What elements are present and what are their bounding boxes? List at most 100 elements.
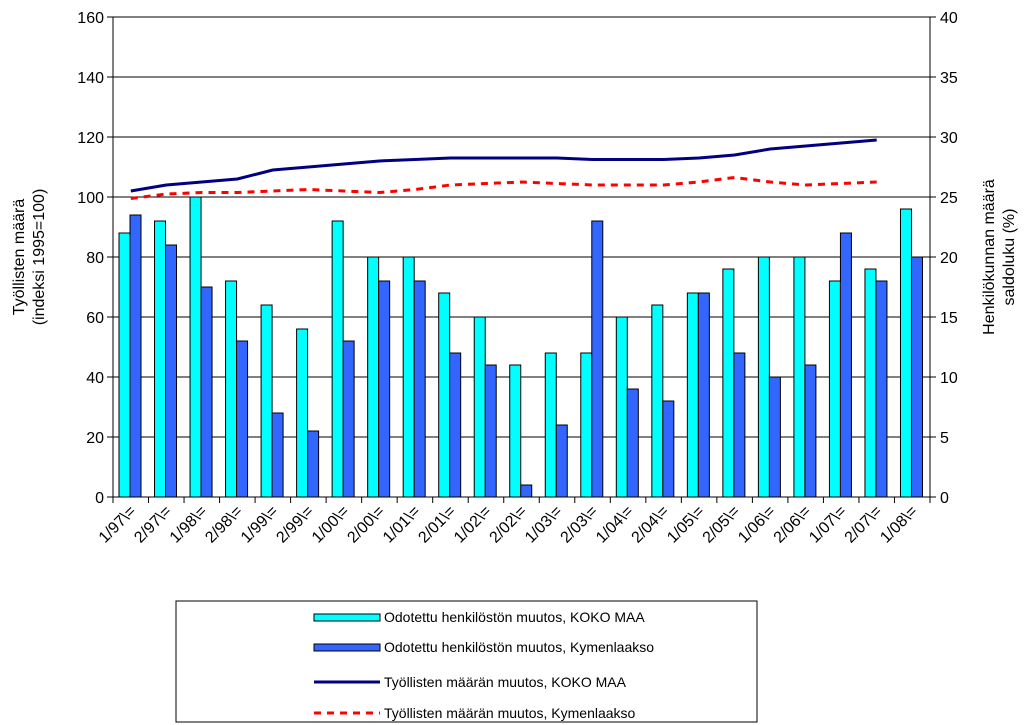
left-tick-label: 160 — [77, 10, 104, 27]
right-axis-tick-labels: 0 5 10 15 20 25 30 35 40 — [940, 10, 958, 507]
bar-koko-maa — [402, 256, 415, 498]
bar-koko-maa — [225, 280, 238, 498]
bar-kymenlaakso — [413, 280, 426, 498]
bar-kymenlaakso — [591, 220, 604, 498]
bar-kymenlaakso — [307, 430, 320, 498]
x-tick-label: 2/01\= — [415, 503, 459, 547]
bar-series — [118, 196, 923, 498]
bar-koko-maa — [615, 316, 628, 498]
legend-label-kymenlaakso-bar: Odotettu henkilöstön muutos, Kymenlaakso — [384, 639, 654, 655]
bar-kymenlaakso — [236, 340, 249, 498]
bar-koko-maa — [757, 256, 770, 498]
bar-kymenlaakso — [733, 352, 746, 498]
x-tick-label: 1/08\= — [877, 503, 921, 547]
bar-koko-maa — [828, 280, 841, 498]
right-axis-title-line1: Henkilökunnan määrä — [981, 179, 998, 335]
right-tick-label: 25 — [940, 190, 958, 207]
left-tick-label: 140 — [77, 70, 104, 87]
x-tick-label: 2/97\= — [131, 503, 175, 547]
right-tick-label: 40 — [940, 10, 958, 27]
x-tick-label: 1/04\= — [593, 503, 637, 547]
bar-koko-maa — [544, 352, 557, 498]
right-axis-title-line2: saldoluku (%) — [1001, 209, 1018, 306]
bar-kymenlaakso — [378, 280, 391, 498]
legend-swatch-koko-maa-bar — [313, 613, 381, 622]
right-tick-label: 35 — [940, 70, 958, 87]
bar-kymenlaakso — [129, 214, 142, 498]
legend-label-koko-maa-bar: Odotettu henkilöstön muutos, KOKO MAA — [384, 609, 645, 625]
left-tick-label: 0 — [95, 490, 104, 507]
line-kymenlaakso — [130, 176, 877, 200]
left-axis-tick-labels: 0 20 40 60 80 100 120 140 160 — [77, 10, 104, 507]
x-tick-label: 2/07\= — [842, 503, 886, 547]
bar-kymenlaakso — [200, 286, 213, 498]
x-tick-label: 1/01\= — [380, 503, 424, 547]
x-tick-label: 1/03\= — [522, 503, 566, 547]
left-axis-title-line1: Työllisten määrä — [11, 199, 28, 316]
x-tick-label: 1/97\= — [96, 503, 140, 547]
left-tick-label: 40 — [86, 370, 104, 387]
x-tick-label: 2/98\= — [202, 503, 246, 547]
left-tick-label: 60 — [86, 310, 104, 327]
line-series — [130, 138, 877, 200]
x-tick-label: 1/98\= — [167, 503, 211, 547]
bar-kymenlaakso — [697, 292, 710, 498]
right-tick-label: 0 — [940, 490, 949, 507]
bar-koko-maa — [118, 232, 131, 498]
bar-koko-maa — [260, 304, 273, 498]
bar-koko-maa — [509, 364, 522, 498]
x-tick-label: 1/02\= — [451, 503, 495, 547]
right-tick-label: 5 — [940, 430, 949, 447]
bar-koko-maa — [899, 208, 912, 498]
bar-kymenlaakso — [271, 412, 284, 498]
left-tick-label: 20 — [86, 430, 104, 447]
x-tick-label: 2/03\= — [558, 503, 602, 547]
legend-box — [175, 600, 758, 723]
x-tick-label: 2/04\= — [629, 503, 673, 547]
x-tick-label: 1/06\= — [735, 503, 779, 547]
x-tick-label: 2/00\= — [344, 503, 388, 547]
bar-koko-maa — [864, 268, 877, 498]
bar-koko-maa — [722, 268, 735, 498]
bar-koko-maa — [189, 196, 202, 498]
x-tick-label: 1/00\= — [309, 503, 353, 547]
right-tick-label: 20 — [940, 250, 958, 267]
legend: Odotettu henkilöstön muutos, KOKO MAA Od… — [175, 600, 758, 723]
x-axis-tick-labels: 1/97\=2/97\=1/98\=2/98\=1/99\=2/99\=1/00… — [96, 503, 921, 547]
x-tick-label: 1/05\= — [664, 503, 708, 547]
legend-swatch-kymenlaakso-bar — [313, 643, 381, 652]
x-tick-label: 2/99\= — [273, 503, 317, 547]
line-koko-maa — [130, 138, 877, 193]
x-tick-label: 2/02\= — [487, 503, 531, 547]
left-tick-label: 80 — [86, 250, 104, 267]
x-tick-label: 1/07\= — [806, 503, 850, 547]
bar-kymenlaakso — [839, 232, 852, 498]
grid-lines — [113, 16, 930, 438]
bar-koko-maa — [367, 256, 380, 498]
right-tick-label: 30 — [940, 130, 958, 147]
bar-kymenlaakso — [910, 256, 923, 498]
bar-koko-maa — [793, 256, 806, 498]
bar-kymenlaakso — [662, 400, 675, 498]
x-tick-label: 2/06\= — [771, 503, 815, 547]
x-tick-label: 1/99\= — [238, 503, 282, 547]
bar-koko-maa — [296, 328, 309, 498]
bar-koko-maa — [580, 352, 593, 498]
bar-koko-maa — [438, 292, 451, 498]
axes — [107, 16, 936, 503]
bar-koko-maa — [473, 316, 486, 498]
bar-koko-maa — [154, 220, 167, 498]
bar-kymenlaakso — [804, 364, 817, 498]
bar-kymenlaakso — [165, 244, 178, 498]
bar-koko-maa — [686, 292, 699, 498]
bar-kymenlaakso — [768, 376, 781, 498]
legend-label-koko-maa-line: Työllisten määrän muutos, KOKO MAA — [384, 674, 627, 690]
bar-koko-maa — [651, 304, 664, 498]
bar-kymenlaakso — [449, 352, 462, 498]
bar-kymenlaakso — [555, 424, 568, 498]
bar-kymenlaakso — [342, 340, 355, 498]
left-tick-label: 100 — [77, 190, 104, 207]
bar-kymenlaakso — [484, 364, 497, 498]
right-tick-label: 10 — [940, 370, 958, 387]
